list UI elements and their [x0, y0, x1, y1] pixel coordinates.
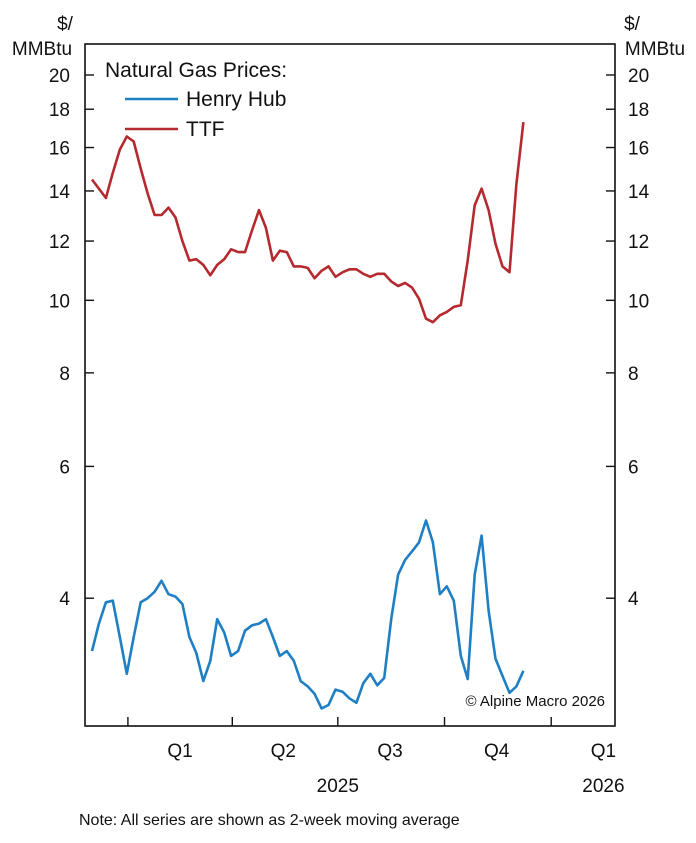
x-axis: Q1 Q2 Q3 Q4 Q1 2025 2026 — [127, 717, 625, 797]
y-tick-label-right-4: 4 — [628, 589, 639, 610]
y-tick-label-left-12: 12 — [49, 232, 70, 253]
x-year-label-2026: 2026 — [582, 776, 624, 797]
y-tick-label-right-14: 14 — [628, 182, 650, 203]
plot-frame — [84, 43, 616, 727]
y-tick-label-right-8: 8 — [628, 364, 639, 385]
y-tick-label-right-16: 16 — [628, 139, 649, 160]
series-layer — [90, 121, 525, 710]
legend-title: Natural Gas Prices: — [105, 59, 287, 82]
y-tick-label-left-6: 6 — [59, 457, 70, 478]
series-line-ttf — [90, 121, 525, 324]
legend: Natural Gas Prices: Henry Hub TTF — [105, 59, 287, 141]
x-quarter-label-0: Q1 — [167, 741, 192, 762]
x-quarter-label-4: Q1 — [591, 741, 616, 762]
y-tick-label-left-10: 10 — [49, 291, 70, 312]
left-unit-line-1: $/ — [57, 14, 74, 35]
y-tick-label-left-8: 8 — [59, 364, 70, 385]
x-quarter-label-1: Q2 — [271, 741, 296, 762]
x-quarter-label-3: Q4 — [484, 741, 510, 762]
y-tick-label-right-18: 18 — [628, 100, 649, 121]
y-tick-label-right-20: 20 — [628, 66, 649, 87]
footnote: Note: All series are shown as 2-week mov… — [79, 812, 460, 829]
copyright-credit: © Alpine Macro 2026 — [466, 693, 605, 710]
y-axis-left: 4 6 8 10 12 14 16 18 20 — [49, 66, 94, 610]
y-tick-label-left-14: 14 — [49, 182, 71, 203]
y-tick-label-left-4: 4 — [59, 589, 70, 610]
right-unit-line-1: $/ — [624, 14, 641, 35]
legend-label-ttf: TTF — [186, 118, 224, 141]
y-tick-label-left-18: 18 — [49, 100, 70, 121]
y-tick-label-right-12: 12 — [628, 232, 649, 253]
series-line-henry-hub — [90, 519, 525, 710]
right-unit-line-2: MMBtu — [625, 39, 685, 60]
y-tick-label-right-6: 6 — [628, 457, 639, 478]
y-axis-right: 4 6 8 10 12 14 16 18 20 — [606, 66, 650, 610]
legend-label-henry-hub: Henry Hub — [186, 88, 286, 111]
y-tick-label-right-10: 10 — [628, 291, 649, 312]
x-year-label-2025: 2025 — [317, 776, 359, 797]
x-quarter-label-2: Q3 — [377, 741, 402, 762]
y-tick-label-left-16: 16 — [49, 139, 70, 160]
y-tick-label-left-20: 20 — [49, 66, 70, 87]
left-unit-line-2: MMBtu — [12, 39, 72, 60]
